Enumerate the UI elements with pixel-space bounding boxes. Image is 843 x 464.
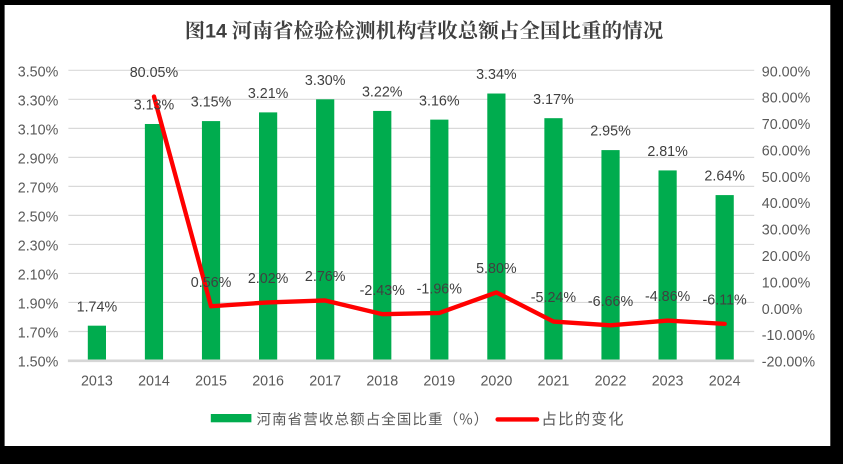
- svg-text:3.50%: 3.50%: [18, 64, 59, 80]
- svg-text:2.70%: 2.70%: [18, 180, 59, 196]
- svg-text:30.00%: 30.00%: [762, 223, 811, 239]
- svg-text:2017: 2017: [309, 373, 341, 389]
- svg-text:0.00%: 0.00%: [762, 302, 803, 318]
- svg-text:2.90%: 2.90%: [18, 151, 59, 167]
- svg-text:3.21%: 3.21%: [248, 86, 289, 102]
- svg-text:-6.11%: -6.11%: [703, 292, 748, 308]
- svg-text:2022: 2022: [595, 373, 627, 389]
- svg-text:2.81%: 2.81%: [647, 144, 688, 160]
- svg-text:2.02%: 2.02%: [248, 271, 289, 287]
- svg-text:1.70%: 1.70%: [18, 325, 59, 341]
- svg-text:10.00%: 10.00%: [762, 275, 811, 291]
- svg-text:2023: 2023: [652, 373, 684, 389]
- svg-text:2015: 2015: [195, 373, 227, 389]
- svg-text:2021: 2021: [538, 373, 570, 389]
- svg-text:3.30%: 3.30%: [18, 93, 59, 109]
- svg-text:40.00%: 40.00%: [762, 196, 811, 212]
- svg-text:14: 14: [205, 21, 227, 43]
- svg-text:3.17%: 3.17%: [533, 92, 574, 108]
- svg-text:3.13%: 3.13%: [134, 98, 175, 114]
- svg-text:1.74%: 1.74%: [77, 299, 118, 315]
- svg-text:-1.96%: -1.96%: [417, 282, 463, 298]
- svg-text:1.50%: 1.50%: [18, 355, 59, 371]
- svg-text:2.76%: 2.76%: [305, 269, 346, 285]
- svg-text:3.22%: 3.22%: [362, 85, 403, 101]
- svg-text:1.90%: 1.90%: [18, 296, 59, 312]
- svg-text:2014: 2014: [138, 373, 170, 389]
- svg-text:3.30%: 3.30%: [305, 73, 346, 89]
- svg-text:-10.00%: -10.00%: [762, 328, 816, 344]
- svg-text:20.00%: 20.00%: [762, 249, 811, 265]
- svg-text:2.64%: 2.64%: [704, 169, 745, 185]
- svg-text:3.16%: 3.16%: [419, 93, 460, 109]
- svg-text:2024: 2024: [709, 373, 741, 389]
- svg-text:-4.86%: -4.86%: [645, 289, 691, 305]
- svg-text:2.95%: 2.95%: [590, 124, 631, 140]
- svg-text:80.05%: 80.05%: [130, 65, 179, 81]
- svg-text:2016: 2016: [252, 373, 284, 389]
- svg-text:2020: 2020: [480, 373, 512, 389]
- svg-text:-20.00%: -20.00%: [762, 355, 816, 371]
- svg-text:2018: 2018: [366, 373, 398, 389]
- svg-text:60.00%: 60.00%: [762, 143, 811, 159]
- svg-text:3.15%: 3.15%: [191, 95, 232, 111]
- svg-text:70.00%: 70.00%: [762, 117, 811, 133]
- svg-text:2013: 2013: [81, 373, 113, 389]
- svg-text:3.10%: 3.10%: [18, 122, 59, 138]
- svg-text:2.30%: 2.30%: [18, 238, 59, 254]
- svg-text:5.80%: 5.80%: [476, 261, 517, 277]
- svg-text:-6.66%: -6.66%: [588, 294, 634, 310]
- svg-text:3.34%: 3.34%: [476, 67, 517, 83]
- svg-text:50.00%: 50.00%: [762, 170, 811, 186]
- svg-text:90.00%: 90.00%: [762, 64, 811, 80]
- svg-text:-2.43%: -2.43%: [360, 283, 406, 299]
- svg-text:2019: 2019: [423, 373, 455, 389]
- svg-text:80.00%: 80.00%: [762, 91, 811, 107]
- svg-text:2.10%: 2.10%: [18, 267, 59, 283]
- svg-text:-5.24%: -5.24%: [531, 290, 577, 306]
- svg-text:2.50%: 2.50%: [18, 209, 59, 225]
- svg-text:0.56%: 0.56%: [191, 275, 232, 291]
